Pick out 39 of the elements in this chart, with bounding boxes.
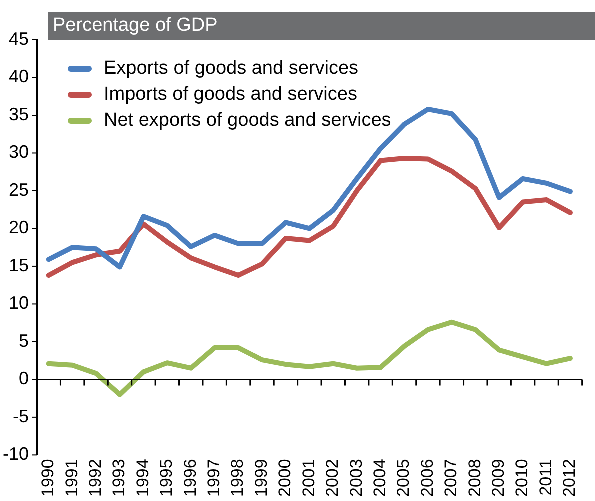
x-tick-label: 1995 (157, 459, 176, 498)
y-tick-label: -10 (3, 444, 30, 464)
y-tick-label: 20 (8, 218, 30, 238)
y-tick-label: 25 (8, 180, 30, 200)
y-tick-label: 45 (8, 28, 30, 49)
x-tick-label: 2006 (418, 459, 437, 498)
x-tick-label: 2010 (512, 459, 532, 498)
x-tick-label: 2003 (346, 459, 366, 498)
y-tick-label: 0 (19, 368, 30, 389)
x-tick-label: 2005 (394, 459, 414, 498)
y-tick-label: 40 (8, 66, 30, 87)
y-tick-label: 10 (8, 293, 30, 314)
x-tick-label: 2007 (442, 459, 461, 498)
x-tick-label: 1996 (180, 459, 200, 498)
y-tick-label: 35 (8, 104, 30, 124)
x-tick-label: 1998 (228, 459, 248, 498)
x-tick-label: 1990 (38, 459, 58, 498)
x-tick-label: 1997 (204, 459, 224, 498)
y-tick-label: -5 (13, 406, 30, 426)
y-tick-label: 15 (8, 255, 30, 276)
chart-subtitle: Percentage of GDP (48, 12, 595, 40)
legend-label: Exports of goods and services (104, 57, 359, 81)
y-tick-label: 5 (19, 330, 30, 351)
x-tick-label: 2012 (560, 459, 580, 498)
y-tick-label: 30 (8, 142, 30, 162)
x-tick-label: 2000 (276, 459, 295, 498)
legend-label: Net exports of goods and services (104, 109, 392, 133)
x-tick-label: 1999 (252, 459, 271, 498)
x-tick-label: 2008 (465, 459, 484, 498)
x-tick-label: 2004 (370, 459, 390, 498)
x-tick-label: 2009 (489, 459, 508, 498)
x-tick-label: 1993 (110, 459, 129, 498)
x-tick-label: 1991 (62, 459, 82, 498)
x-tick-label: 2001 (299, 459, 318, 498)
x-tick-label: 2011 (536, 459, 556, 496)
x-tick-label: 1992 (86, 459, 105, 498)
x-tick-label: 2002 (323, 459, 342, 498)
legend-label: Imports of goods and services (104, 83, 358, 107)
x-tick-label: 1994 (133, 459, 152, 498)
